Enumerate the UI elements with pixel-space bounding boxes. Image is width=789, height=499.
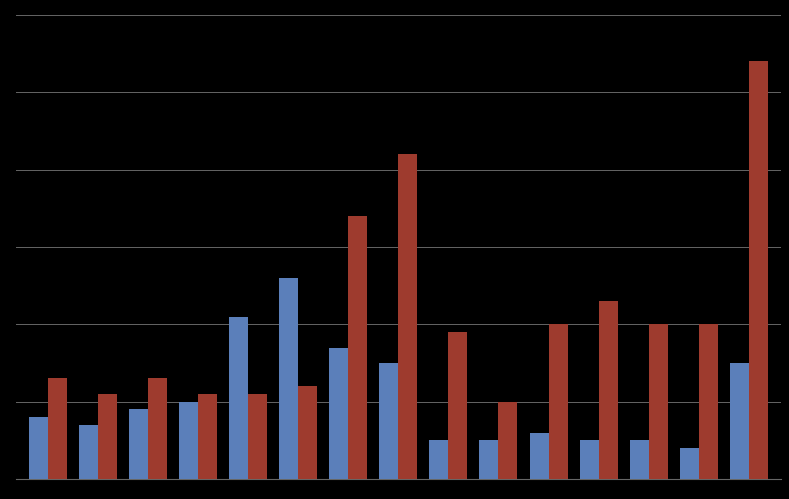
Bar	[529, 433, 548, 479]
Bar	[279, 278, 298, 479]
Bar	[429, 440, 448, 479]
Bar	[480, 440, 499, 479]
Bar	[649, 324, 667, 479]
Bar	[698, 324, 717, 479]
Bar	[99, 394, 118, 479]
Bar	[398, 154, 417, 479]
Bar	[80, 425, 99, 479]
Bar	[349, 216, 368, 479]
Bar	[499, 402, 518, 479]
Bar	[198, 394, 217, 479]
Bar	[630, 440, 649, 479]
Bar	[298, 386, 317, 479]
Bar	[749, 61, 768, 479]
Bar	[448, 332, 467, 479]
Bar	[679, 448, 698, 479]
Bar	[330, 348, 349, 479]
Bar	[129, 409, 148, 479]
Bar	[179, 402, 198, 479]
Bar	[148, 378, 167, 479]
Bar	[249, 394, 267, 479]
Bar	[730, 363, 749, 479]
Bar	[230, 317, 249, 479]
Bar	[48, 378, 67, 479]
Bar	[380, 363, 398, 479]
Bar	[580, 440, 599, 479]
Bar	[29, 417, 48, 479]
Bar	[599, 301, 618, 479]
Bar	[548, 324, 567, 479]
